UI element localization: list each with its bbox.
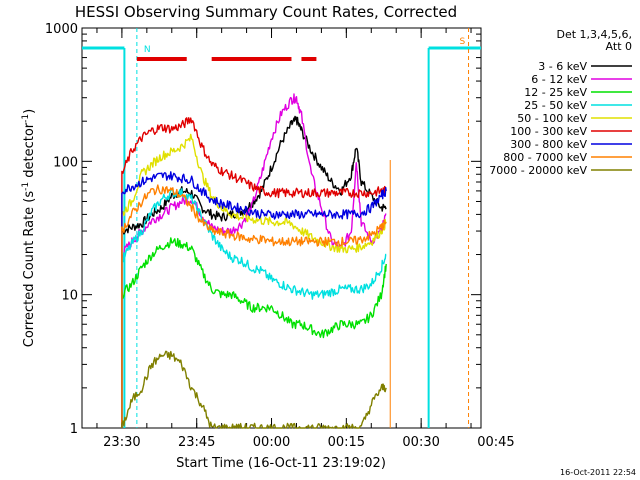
series-line-300-800-kev [121,171,387,428]
x-axis-label: Start Time (16-Oct-11 23:19:02) [176,456,386,471]
observing-markers: NS [82,28,481,428]
footer-timestamp: 16-Oct-2011 22:54 [560,468,636,477]
series-line-800-7000-kev [121,184,387,428]
series-line-25-50-kev [121,188,387,428]
y-tick-label: 10 [61,289,78,304]
legend-entry-label: 12 - 25 keV [524,86,587,99]
chart-title: HESSI Observing Summary Count Rates, Cor… [75,3,457,21]
legend-header-line2: Att 0 [606,40,632,53]
x-tick-label: 00:45 [477,435,514,450]
legend-entry-label: 7000 - 20000 keV [489,164,587,177]
y-tick-label: 100 [53,155,78,170]
saa-marker-label: S [460,37,466,47]
y-axis-ticks: 1 10 100 1000 [45,22,481,437]
legend-entry-label: 300 - 800 keV [510,138,587,151]
legend-entry-label: 25 - 50 keV [524,99,587,112]
series-line-50-100-kev [121,133,387,428]
legend-header-line1: Det 1,3,4,5,6, [556,28,632,41]
series-layer [121,93,387,429]
x-tick-label: 00:15 [328,435,365,450]
series-line-100-300-kev [121,117,387,428]
y-tick-label: 1000 [45,22,78,37]
x-axis-ticks: 23:30 23:45 00:00 00:15 00:30 00:45 [96,28,515,450]
y-tick-label: 1 [70,422,78,437]
legend-entry-label: 50 - 100 keV [517,112,587,125]
x-tick-label: 23:30 [103,435,140,450]
y-axis-label: Corrected Count Rate (s-1 detector-1) [21,109,37,347]
series-line-12-25-kev [121,237,387,428]
legend-entry-label: 3 - 6 keV [538,60,587,73]
series-line-6-12-kev [121,93,387,428]
x-tick-label: 23:45 [178,435,215,450]
legend-entry-label: 6 - 12 keV [531,73,587,86]
x-tick-label: 00:00 [253,435,290,450]
legend-entry-label: 800 - 7000 keV [503,151,587,164]
plot-frame [81,27,482,429]
x-tick-label: 00:30 [402,435,439,450]
night-marker-label: N [144,45,151,55]
series-line-7000-20000-kev [121,350,387,429]
legend-entry-label: 100 - 300 keV [510,125,587,138]
